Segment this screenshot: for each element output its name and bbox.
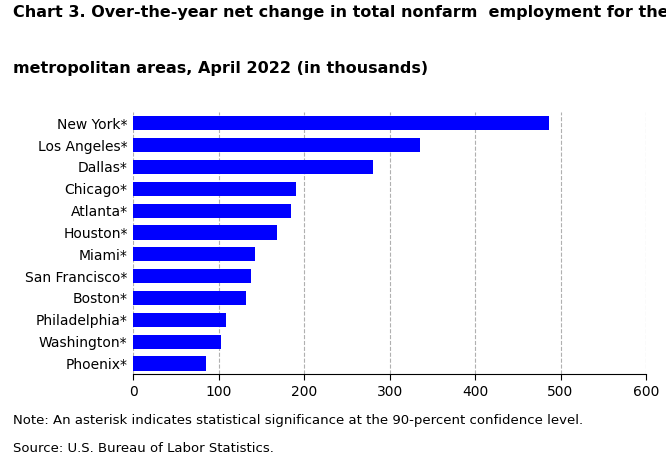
Bar bbox=[133, 335, 221, 349]
Bar bbox=[133, 160, 372, 174]
Bar bbox=[133, 247, 256, 261]
Bar bbox=[133, 204, 291, 218]
Bar bbox=[133, 357, 206, 371]
Bar bbox=[133, 182, 296, 196]
Text: Note: An asterisk indicates statistical significance at the 90-percent confidenc: Note: An asterisk indicates statistical … bbox=[13, 414, 583, 427]
Bar bbox=[133, 269, 251, 283]
Text: Chart 3. Over-the-year net change in total nonfarm  employment for the 12 larges: Chart 3. Over-the-year net change in tot… bbox=[13, 5, 666, 20]
Bar bbox=[133, 138, 420, 152]
Bar bbox=[133, 116, 549, 130]
Bar bbox=[133, 225, 277, 240]
Bar bbox=[133, 313, 226, 327]
Bar bbox=[133, 291, 246, 305]
Text: metropolitan areas, April 2022 (in thousands): metropolitan areas, April 2022 (in thous… bbox=[13, 61, 428, 76]
Text: Source: U.S. Bureau of Labor Statistics.: Source: U.S. Bureau of Labor Statistics. bbox=[13, 442, 274, 455]
